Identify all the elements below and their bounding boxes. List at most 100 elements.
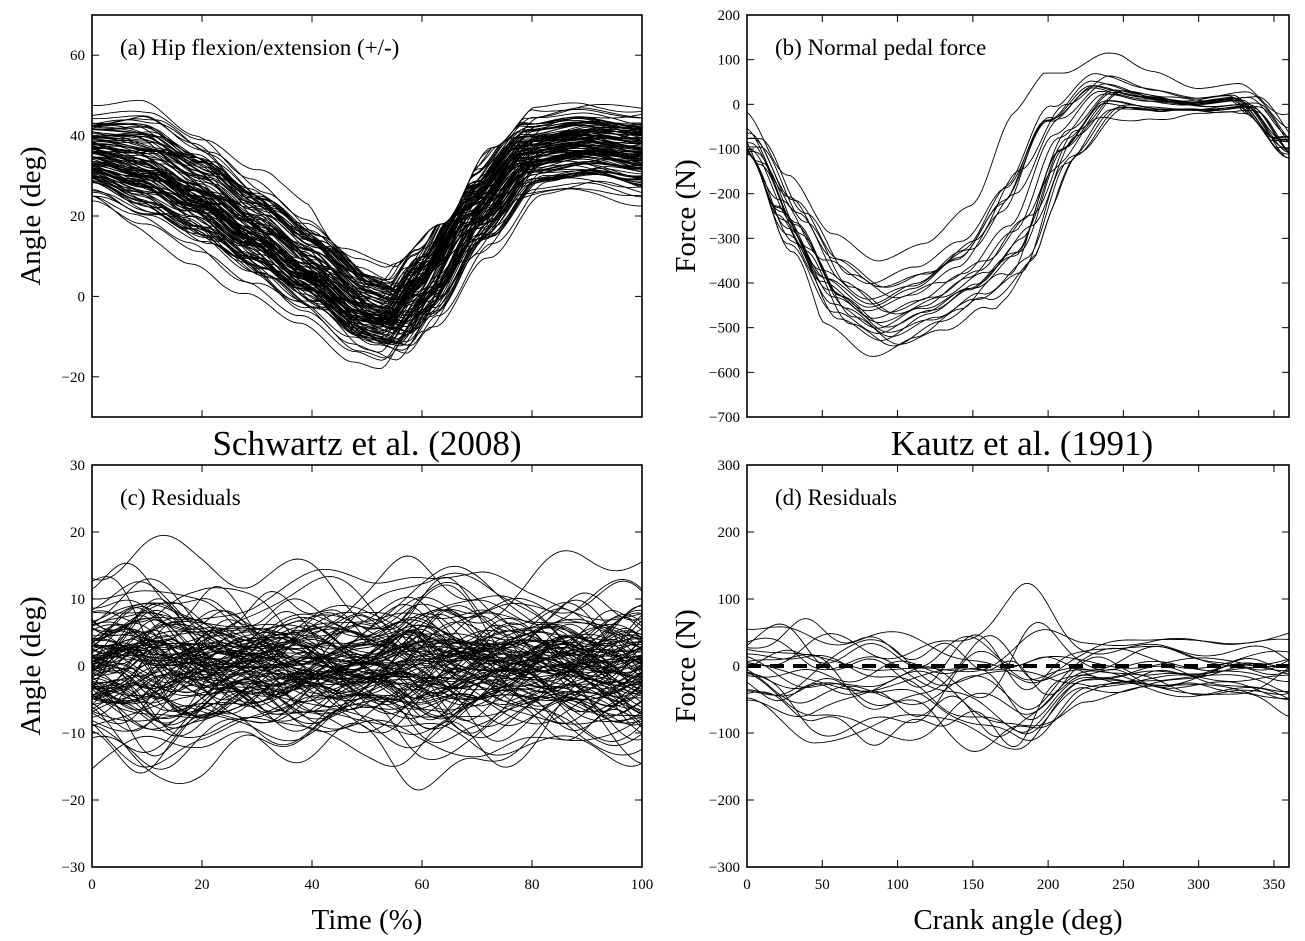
series-line-c xyxy=(92,642,642,734)
series-line-b xyxy=(747,93,1289,329)
xtick-label: 50 xyxy=(815,877,830,893)
ylabel-d: Force (N) xyxy=(670,609,702,723)
ytick-label: 100 xyxy=(718,592,741,608)
series-line-b xyxy=(747,83,1289,288)
series-line-a xyxy=(92,132,642,313)
series-line-a xyxy=(92,128,642,307)
series-line-c xyxy=(92,578,642,671)
xtick-label: 40 xyxy=(305,877,320,893)
series-line-d xyxy=(747,650,1289,737)
ytick-label: −700 xyxy=(709,410,740,426)
ytick-label: 20 xyxy=(70,209,85,225)
series-line-d xyxy=(747,582,1289,667)
ytick-label: 40 xyxy=(70,129,85,145)
series-line-b xyxy=(747,106,1289,333)
series-line-a xyxy=(92,187,642,369)
panel-b: −700 −600 −500 −400 −300 −200 −100 0 100 200 (b) N… xyxy=(670,8,1290,426)
xlabel-d: Crank angle (deg) xyxy=(913,904,1122,936)
series-line-c xyxy=(92,634,642,698)
ytick-label: 60 xyxy=(70,48,85,64)
series-line-c xyxy=(92,619,642,742)
xtick-label: 80 xyxy=(525,877,540,893)
series-line-c xyxy=(92,699,642,791)
series-line-a xyxy=(92,180,642,354)
series-line-c xyxy=(92,666,642,785)
ytick-label: −100 xyxy=(709,726,740,742)
series-line-b xyxy=(747,104,1289,347)
series-line-d xyxy=(747,635,1289,679)
series-line-d xyxy=(747,677,1289,750)
series-line-c xyxy=(92,639,642,704)
ytick-label: 0 xyxy=(78,289,86,305)
series-line-d xyxy=(747,623,1289,691)
series-line-a xyxy=(92,121,642,301)
series-line-b xyxy=(747,90,1289,315)
ytick-label: 0 xyxy=(78,659,86,675)
series-line-a xyxy=(92,182,642,361)
series-line-a xyxy=(92,118,642,289)
panel-label-a: (a) Hip flexion/extension (+/-) xyxy=(120,35,399,60)
series-group-a xyxy=(92,99,642,369)
series-line-d xyxy=(747,637,1289,733)
series-line-a xyxy=(92,133,642,321)
xtick-label: 100 xyxy=(631,877,654,893)
series-line-d xyxy=(747,656,1289,738)
xtick-label: 100 xyxy=(886,877,909,893)
series-line-c xyxy=(92,635,642,731)
series-line-b xyxy=(747,91,1289,328)
series-line-a xyxy=(92,118,642,292)
series-line-a xyxy=(92,161,642,334)
xtick-label: 0 xyxy=(88,877,96,893)
series-line-d xyxy=(747,647,1289,710)
series-line-d xyxy=(747,639,1289,696)
series-line-a xyxy=(92,151,642,326)
series-line-c xyxy=(92,565,642,670)
ytick-label: 200 xyxy=(718,8,741,24)
series-line-c xyxy=(92,609,642,701)
ytick-label: 100 xyxy=(718,53,741,69)
series-line-a xyxy=(92,138,642,304)
group-title-right: Kautz et al. (1991) xyxy=(891,424,1153,463)
ytick-label: −100 xyxy=(709,142,740,158)
series-line-c xyxy=(92,647,642,708)
ytick-label: −20 xyxy=(62,793,85,809)
series-line-a xyxy=(92,171,642,344)
series-line-a xyxy=(92,140,642,325)
series-line-b xyxy=(747,89,1289,313)
series-line-c xyxy=(92,604,642,677)
group-title-left: Schwartz et al. (2008) xyxy=(212,424,521,463)
panel-c: −30 −20 −10 0 10 20 30 0 20 40 60 80 100 (c) Residual… xyxy=(15,458,653,936)
ylabel-c: Angle (deg) xyxy=(15,596,47,735)
series-line-d xyxy=(747,622,1289,699)
xtick-label: 150 xyxy=(962,877,985,893)
series-line-c xyxy=(92,664,642,722)
series-line-c xyxy=(92,620,642,695)
panel-a: −20 0 20 40 60 (a) Hip flexion/extension (+/-… xyxy=(15,14,643,418)
series-line-c xyxy=(92,581,642,701)
series-line-a xyxy=(92,160,642,335)
series-line-b xyxy=(747,100,1289,341)
series-line-c xyxy=(92,646,642,712)
ytick-label: −400 xyxy=(709,276,740,292)
ytick-label: −300 xyxy=(709,231,740,247)
series-line-b xyxy=(747,73,1289,305)
series-line-a xyxy=(92,109,642,267)
ytick-label: −200 xyxy=(709,793,740,809)
ytick-label: −20 xyxy=(62,370,85,386)
series-line-c xyxy=(92,568,642,642)
series-line-b xyxy=(747,52,1289,262)
series-line-c xyxy=(92,597,642,679)
ytick-label: 30 xyxy=(70,458,85,474)
series-line-c xyxy=(92,619,642,697)
series-line-b xyxy=(747,111,1289,357)
series-line-c xyxy=(92,555,642,670)
series-line-d xyxy=(747,660,1289,720)
series-line-c xyxy=(92,660,642,757)
xtick-label: 200 xyxy=(1037,877,1060,893)
series-line-d xyxy=(747,670,1289,727)
series-line-b xyxy=(747,80,1289,312)
series-line-b xyxy=(747,90,1289,299)
ytick-label: −300 xyxy=(709,860,740,876)
panel-d: −300 −200 −100 0 100 200 300 0 50 100 150 200 250 300… xyxy=(670,458,1290,936)
